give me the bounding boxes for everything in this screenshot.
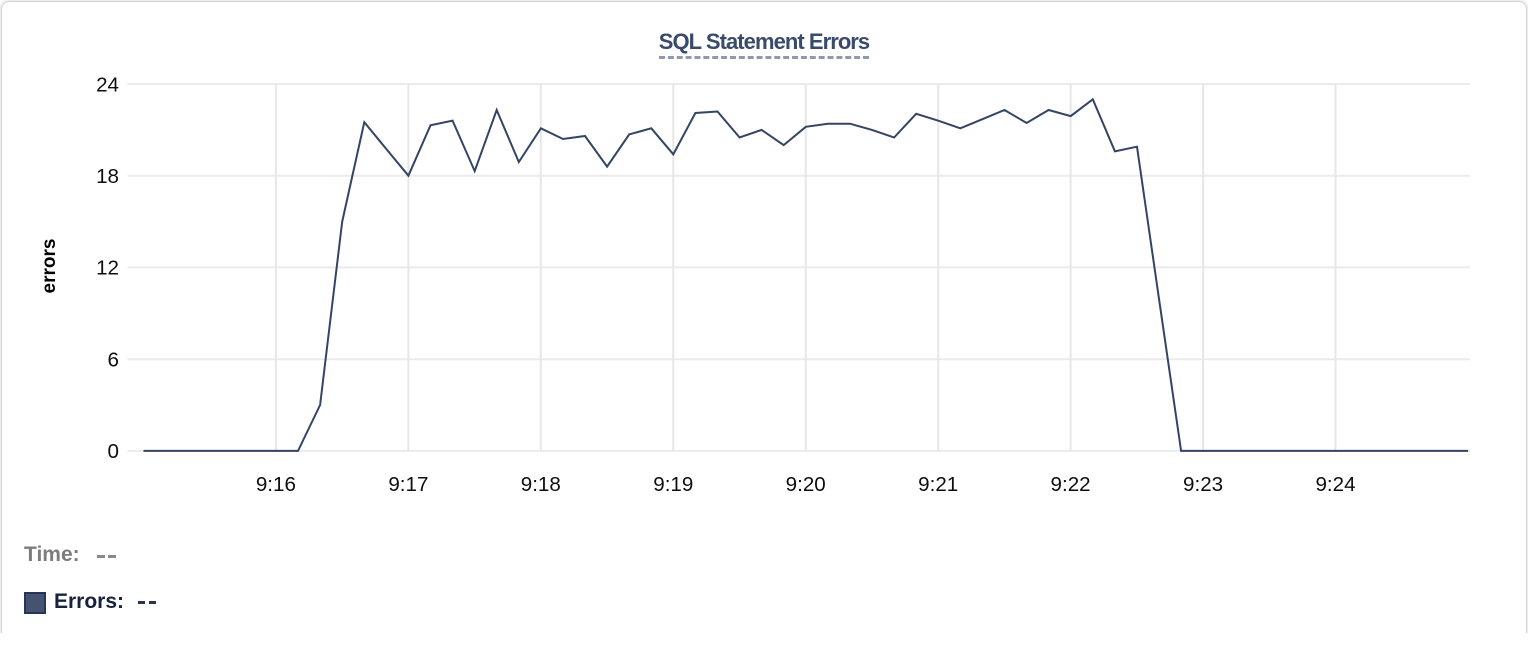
- svg-text:9:19: 9:19: [653, 473, 693, 496]
- svg-text:6: 6: [108, 349, 119, 372]
- svg-text:18: 18: [96, 165, 119, 188]
- svg-text:24: 24: [96, 73, 119, 96]
- svg-text:9:20: 9:20: [786, 473, 826, 496]
- svg-text:9:17: 9:17: [388, 473, 428, 496]
- svg-text:9:23: 9:23: [1183, 473, 1223, 496]
- svg-text:9:21: 9:21: [918, 473, 958, 496]
- svg-text:9:22: 9:22: [1051, 473, 1091, 496]
- svg-text:errors: errors: [39, 239, 60, 294]
- svg-text:9:16: 9:16: [256, 473, 296, 496]
- svg-text:12: 12: [96, 257, 119, 280]
- svg-text:0: 0: [108, 440, 119, 463]
- svg-text:9:18: 9:18: [521, 473, 561, 496]
- svg-text:9:24: 9:24: [1315, 473, 1355, 496]
